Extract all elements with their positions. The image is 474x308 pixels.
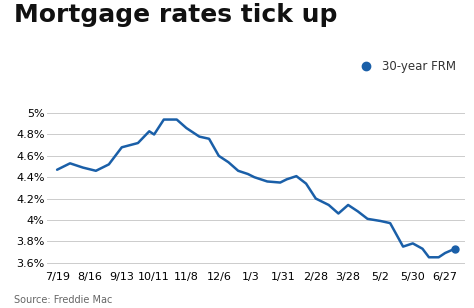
Text: Source: Freddie Mac: Source: Freddie Mac xyxy=(14,295,113,305)
Text: Mortgage rates tick up: Mortgage rates tick up xyxy=(14,3,337,27)
Legend: 30-year FRM: 30-year FRM xyxy=(352,58,459,75)
